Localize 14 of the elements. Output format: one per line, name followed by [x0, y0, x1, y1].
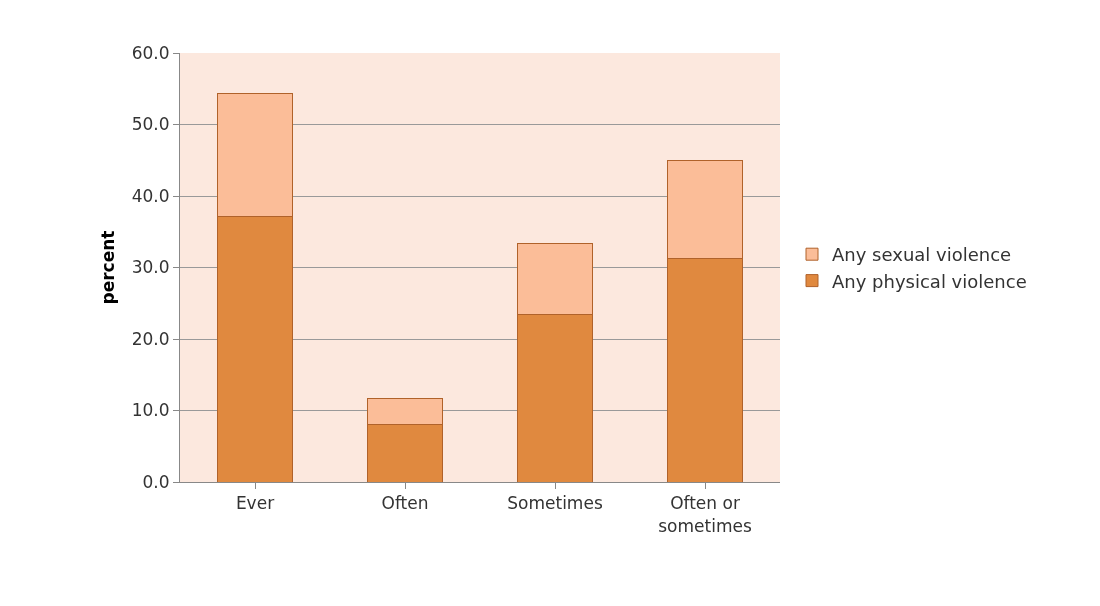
legend-label: Any sexual violence	[832, 244, 1012, 266]
y-tick-label: 10.0	[131, 400, 170, 421]
y-tick-label: 20.0	[131, 328, 170, 349]
y-tick-label: 50.0	[131, 114, 170, 135]
y-axis-title: percent	[98, 230, 119, 305]
legend-label: Any physical violence	[832, 270, 1027, 292]
x-tick-label: Often	[381, 493, 429, 514]
x-tick-label: Ever	[235, 493, 275, 514]
y-tick-label: 30.0	[131, 257, 170, 278]
y-tick-label: 0.0	[142, 471, 170, 492]
y-tick-label: 60.0	[131, 42, 170, 63]
x-tick-label: Sometimes	[507, 493, 603, 514]
y-tick-label: 40.0	[131, 185, 170, 206]
x-tick-label: Often or sometimes	[658, 493, 752, 536]
